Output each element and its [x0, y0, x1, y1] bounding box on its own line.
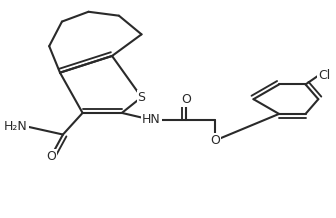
Text: Cl: Cl: [318, 69, 331, 82]
Text: O: O: [46, 150, 56, 163]
Text: O: O: [210, 134, 220, 147]
Text: S: S: [137, 91, 145, 104]
Text: O: O: [181, 93, 191, 106]
Text: H₂N: H₂N: [4, 120, 28, 133]
Text: HN: HN: [142, 113, 161, 126]
